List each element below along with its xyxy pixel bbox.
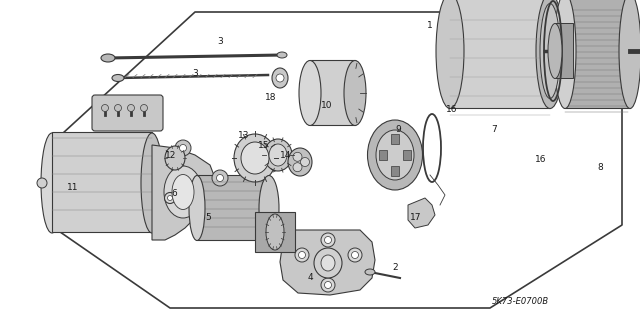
- Circle shape: [298, 251, 305, 258]
- Bar: [379, 150, 387, 160]
- Text: 11: 11: [67, 183, 79, 192]
- Circle shape: [179, 145, 186, 152]
- Polygon shape: [280, 230, 375, 295]
- Circle shape: [276, 74, 284, 82]
- Ellipse shape: [164, 166, 202, 218]
- Ellipse shape: [259, 175, 279, 241]
- Ellipse shape: [299, 61, 321, 125]
- Circle shape: [216, 174, 223, 182]
- Circle shape: [175, 140, 191, 156]
- Ellipse shape: [288, 148, 312, 176]
- Text: 6: 6: [171, 189, 177, 197]
- Text: 17: 17: [410, 213, 422, 222]
- Ellipse shape: [234, 134, 276, 182]
- Ellipse shape: [141, 133, 163, 233]
- Circle shape: [102, 105, 109, 112]
- Text: 2: 2: [392, 263, 398, 272]
- Ellipse shape: [189, 175, 205, 241]
- Ellipse shape: [112, 75, 124, 81]
- Circle shape: [351, 251, 358, 258]
- Ellipse shape: [548, 24, 562, 78]
- Bar: [310, 60, 355, 125]
- Ellipse shape: [619, 0, 640, 108]
- Text: 3: 3: [192, 70, 198, 78]
- Circle shape: [164, 192, 175, 204]
- Polygon shape: [152, 145, 215, 240]
- Ellipse shape: [272, 68, 288, 88]
- Ellipse shape: [264, 139, 292, 171]
- Text: 14: 14: [280, 151, 292, 160]
- Text: 10: 10: [321, 100, 333, 109]
- Text: 13: 13: [238, 130, 250, 139]
- Ellipse shape: [436, 0, 464, 108]
- Circle shape: [127, 105, 134, 112]
- Text: 5: 5: [205, 213, 211, 222]
- Ellipse shape: [365, 269, 375, 275]
- Circle shape: [324, 281, 332, 288]
- Text: 8: 8: [597, 164, 603, 173]
- Text: 4: 4: [307, 273, 313, 283]
- Ellipse shape: [269, 144, 287, 166]
- Circle shape: [321, 278, 335, 292]
- Bar: [255, 212, 295, 252]
- Bar: [197, 175, 269, 240]
- Ellipse shape: [266, 214, 284, 250]
- Circle shape: [293, 163, 302, 172]
- Bar: [450, 0, 550, 108]
- Ellipse shape: [241, 142, 269, 174]
- Ellipse shape: [41, 133, 63, 233]
- Ellipse shape: [367, 120, 422, 190]
- Circle shape: [115, 105, 122, 112]
- Bar: [52, 132, 152, 232]
- Ellipse shape: [277, 52, 287, 58]
- Text: 1: 1: [427, 20, 433, 29]
- Text: 9: 9: [395, 125, 401, 135]
- Bar: [403, 150, 411, 160]
- Text: 18: 18: [265, 93, 276, 102]
- Circle shape: [168, 196, 173, 201]
- Circle shape: [301, 158, 310, 167]
- Circle shape: [295, 248, 309, 262]
- Circle shape: [324, 236, 332, 243]
- Ellipse shape: [376, 130, 414, 180]
- Bar: [391, 134, 399, 144]
- Text: 7: 7: [491, 125, 497, 135]
- Circle shape: [37, 178, 47, 188]
- Circle shape: [321, 233, 335, 247]
- Ellipse shape: [321, 255, 335, 271]
- Circle shape: [212, 170, 228, 186]
- Text: 3: 3: [217, 38, 223, 47]
- Ellipse shape: [344, 61, 366, 125]
- Circle shape: [141, 105, 147, 112]
- Text: 15: 15: [259, 140, 269, 150]
- Text: 16: 16: [535, 155, 547, 165]
- Text: 16: 16: [446, 106, 458, 115]
- Ellipse shape: [536, 0, 564, 108]
- Bar: [391, 166, 399, 176]
- Polygon shape: [408, 198, 435, 228]
- Ellipse shape: [554, 0, 576, 108]
- Bar: [565, 0, 630, 108]
- Ellipse shape: [101, 54, 115, 62]
- Ellipse shape: [172, 174, 194, 210]
- Circle shape: [293, 152, 302, 161]
- Ellipse shape: [314, 248, 342, 278]
- Text: 12: 12: [165, 151, 177, 160]
- Ellipse shape: [540, 4, 560, 99]
- Circle shape: [348, 248, 362, 262]
- Text: 5K73-E0700B: 5K73-E0700B: [492, 298, 548, 307]
- Bar: [555, 23, 573, 78]
- Ellipse shape: [165, 146, 185, 170]
- FancyBboxPatch shape: [92, 95, 163, 131]
